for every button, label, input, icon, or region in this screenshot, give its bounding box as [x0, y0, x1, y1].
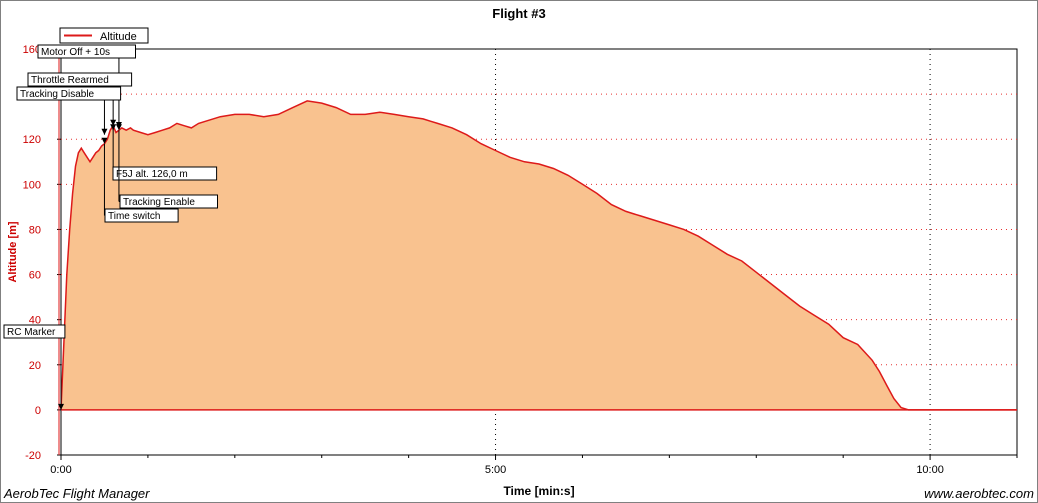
annotation-box: [27, 72, 133, 87]
x-tick-label: 5:00: [485, 464, 506, 476]
y-tick-label: 60: [29, 270, 41, 282]
y-tick-label: 120: [23, 134, 41, 146]
annotation-label: Throttle Rearmed: [31, 75, 109, 86]
x-axis-title: Time [min:s]: [503, 484, 574, 498]
legend-box: [59, 27, 149, 44]
annotation: Tracking Enable: [115, 124, 218, 209]
series-area: [60, 100, 1017, 411]
grid: [60, 48, 1018, 456]
y-tick-label: -20: [25, 450, 41, 462]
annotation: RC Marker: [3, 324, 66, 410]
annotation-box: [104, 208, 179, 223]
altitude-line: [60, 100, 1017, 411]
y-tick-label: 100: [23, 179, 41, 191]
annotation-label: F5J alt. 126,0 m: [116, 169, 188, 180]
y-tick-label: 40: [29, 315, 41, 327]
annotation: Time switch: [101, 137, 179, 223]
y-tick-label: 20: [29, 360, 41, 372]
plot-border: [60, 48, 1018, 456]
footer-brand: AerobTec Flight Manager: [3, 486, 150, 501]
annotation-label: Motor Off + 10s: [41, 47, 110, 58]
x-tick-label: 10:00: [916, 464, 944, 476]
annotation-label: Tracking Enable: [123, 197, 195, 208]
footer-url: www.aerobtec.com: [924, 486, 1034, 501]
chart-title: Flight #3: [492, 6, 545, 21]
annotation-box: [119, 194, 218, 209]
y-tick-label: 0: [35, 405, 41, 417]
annotation-arrow: [58, 403, 64, 410]
annotation: Motor Off + 10s: [37, 44, 136, 128]
annotation: Throttle Rearmed: [27, 72, 133, 131]
annotation: Tracking Disable: [16, 86, 122, 135]
annotation: F5J alt. 126,0 m: [110, 119, 218, 181]
y-tick-label: 80: [29, 224, 41, 236]
y-tick-label: 160: [23, 44, 41, 56]
legend-label: Altitude: [100, 31, 137, 43]
annotation-arrow: [110, 119, 117, 126]
altitude-area: [61, 100, 1017, 410]
x-tick-label: 0:00: [50, 464, 71, 476]
annotation-box: [112, 166, 218, 181]
annotation-arrow: [101, 128, 108, 135]
annotation-box: [16, 86, 122, 101]
annotation-label: Tracking Disable: [20, 89, 95, 100]
annotation-label: Time switch: [108, 211, 160, 222]
annotations: RC Marker Motor Off + 10s Throttle Rearmed…: [3, 44, 218, 410]
y-axis-title: Altitude [m]: [7, 221, 19, 282]
annotation-arrow: [101, 137, 108, 144]
legend: Altitude: [59, 27, 149, 44]
annotation-box: [3, 324, 66, 339]
annotation-arrow: [115, 124, 122, 131]
annotation-box: [37, 44, 136, 59]
annotation-label: RC Marker: [7, 327, 56, 338]
